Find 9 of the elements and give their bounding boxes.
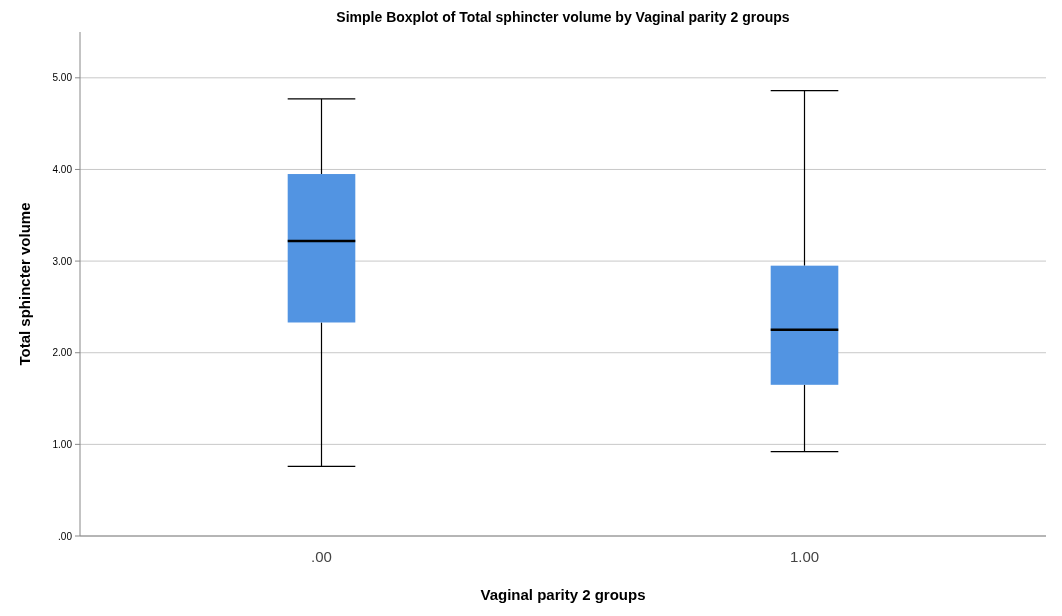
x-axis-title: Vaginal parity 2 groups [480, 586, 646, 603]
chart-title: Simple Boxplot of Total sphincter volume by Vaginal parity 2 groups [336, 9, 790, 25]
y-tick-label: .00 [58, 530, 73, 542]
y-tick-label: 2.00 [52, 347, 73, 359]
y-tick-label: 3.00 [52, 255, 73, 267]
y-axis-title: Total sphincter volume [16, 202, 33, 366]
y-tick-label: 4.00 [52, 163, 73, 175]
y-tick-label: 1.00 [52, 438, 73, 450]
y-tick-label: 5.00 [52, 72, 73, 84]
